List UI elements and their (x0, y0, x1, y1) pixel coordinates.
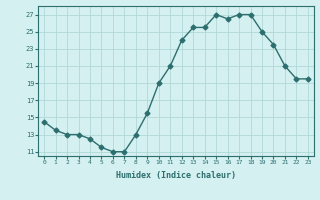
X-axis label: Humidex (Indice chaleur): Humidex (Indice chaleur) (116, 171, 236, 180)
